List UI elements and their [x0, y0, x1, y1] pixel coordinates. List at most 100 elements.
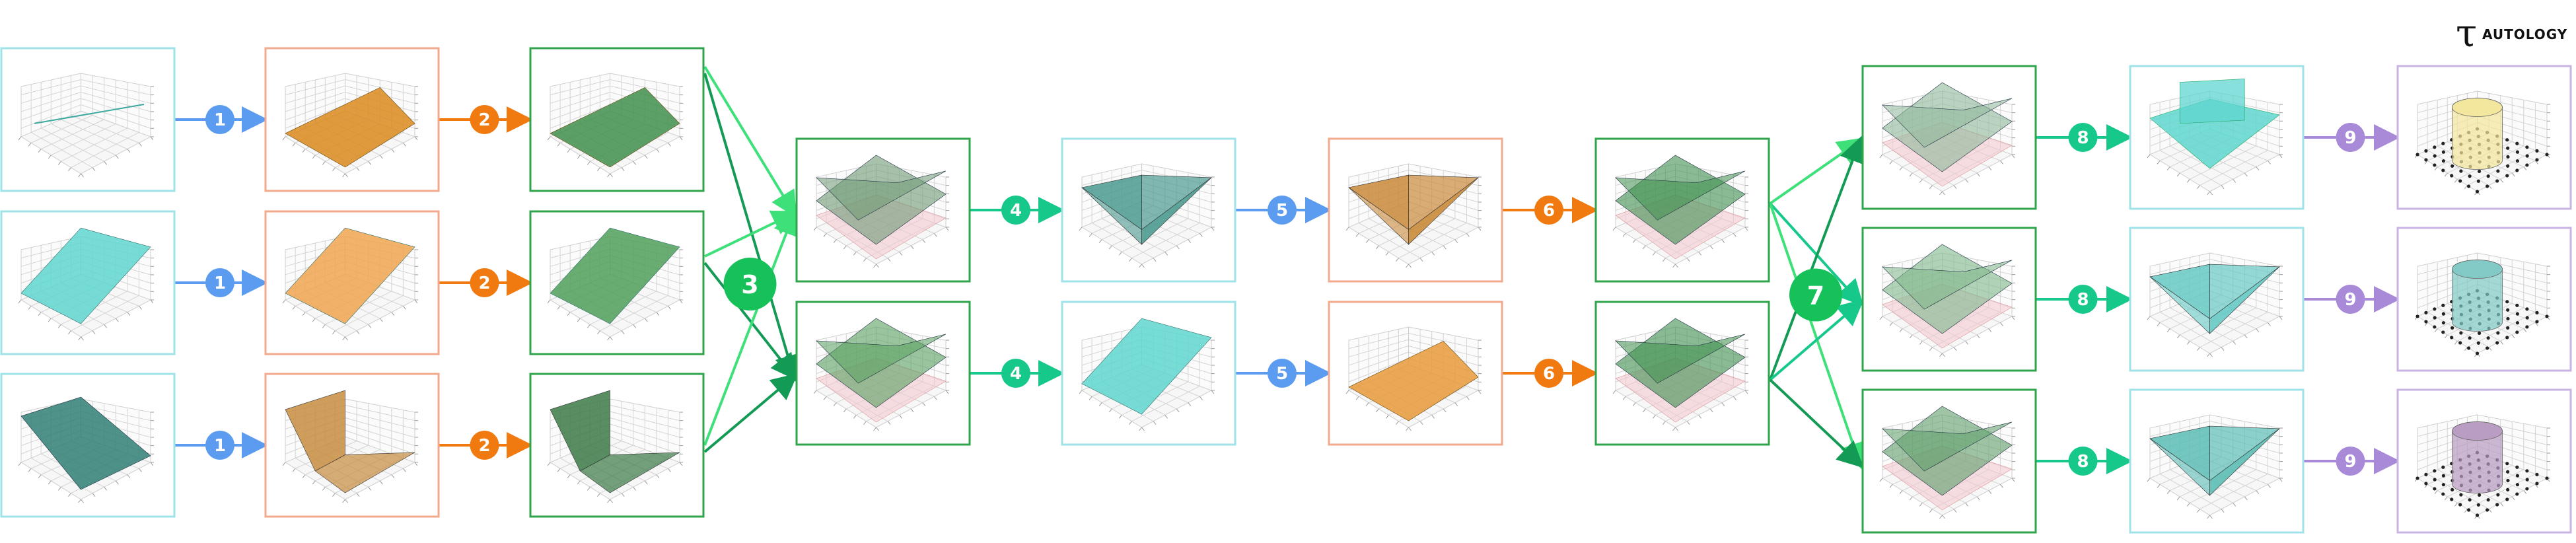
axis-tick	[345, 336, 348, 341]
grid-line	[1131, 222, 1200, 259]
axis-tick	[78, 173, 81, 178]
axis-tick	[1355, 233, 1359, 237]
surface-dome-top	[2179, 79, 2245, 124]
connector-arrow	[1769, 379, 1864, 468]
surface-facet	[2149, 438, 2210, 496]
axis-tick	[403, 468, 406, 472]
sample-dot	[2506, 308, 2510, 312]
axis-tick	[621, 493, 625, 497]
sample-dot	[2515, 303, 2519, 307]
sample-dot	[2525, 154, 2529, 158]
axis-tick	[1929, 509, 1933, 513]
axis-tick	[1141, 264, 1145, 268]
axis-tick	[150, 462, 154, 466]
axis-tick	[38, 474, 42, 478]
sample-dot	[2441, 141, 2445, 145]
axis-tick	[2209, 191, 2213, 196]
axis-tick	[81, 173, 84, 178]
axis-tick	[1909, 496, 1913, 501]
step-label: 5	[1276, 201, 1288, 221]
panel-c6r2	[1328, 301, 1503, 446]
axis-tick	[2147, 154, 2151, 159]
sample-dot	[2485, 508, 2489, 512]
axis-tick	[1889, 484, 1893, 488]
axis-tick	[607, 499, 610, 503]
sample-dot	[2506, 316, 2510, 321]
axis-tick	[1988, 328, 1992, 332]
axis-tick	[282, 462, 286, 466]
axis-tick	[910, 408, 914, 413]
step-circle	[470, 268, 499, 297]
axis-tick	[342, 173, 345, 178]
step-circle	[2336, 123, 2365, 152]
axis-tick	[1686, 258, 1690, 262]
axis-tick	[2488, 347, 2492, 351]
axis-tick	[414, 462, 418, 466]
axis-tick	[557, 305, 561, 310]
axis-tick	[577, 155, 581, 159]
sample-dot	[2485, 346, 2489, 350]
axis-tick	[2197, 185, 2200, 189]
axis-tick	[292, 305, 296, 310]
step-label: 2	[478, 273, 490, 293]
axis-tick	[368, 161, 372, 165]
step-label: 2	[478, 110, 490, 130]
axis-tick	[1939, 515, 1943, 519]
axis-tick	[1089, 396, 1092, 400]
axis-tick	[577, 318, 581, 322]
sample-dot	[2515, 321, 2520, 325]
axis-tick	[2244, 496, 2248, 501]
axis-tick	[922, 402, 926, 406]
axis-tick	[1129, 421, 1132, 425]
axis-tick	[1466, 233, 1470, 237]
tau-icon: τ	[2456, 11, 2478, 55]
sample-dot	[2506, 478, 2510, 483]
sample-dot	[2450, 497, 2454, 501]
axis-tick	[1965, 340, 1969, 345]
sample-dot	[2415, 476, 2419, 480]
axis-tick	[18, 462, 22, 466]
step-badge-1: 1	[205, 105, 234, 134]
step-label: 6	[1543, 201, 1555, 221]
axis-tick	[668, 305, 671, 310]
sample-dot	[2495, 179, 2499, 183]
sample-dot	[2424, 310, 2428, 314]
sample-dot	[2433, 469, 2437, 473]
axis-tick	[1188, 239, 1192, 243]
sample-dot	[2476, 179, 2480, 183]
sample-dot	[2505, 174, 2509, 178]
connector-layer	[174, 65, 2400, 474]
tautology-logo: τ AUTOLOGY	[2456, 11, 2567, 55]
sample-dot	[2466, 184, 2471, 188]
axis-tick	[2176, 172, 2180, 177]
sample-dot	[2459, 493, 2463, 497]
axis-tick	[2454, 502, 2458, 507]
panel-c3r3	[529, 373, 705, 518]
axis-tick	[38, 149, 42, 153]
axis-tick	[887, 258, 891, 262]
axis-tick	[414, 136, 418, 141]
axis-tick	[1443, 245, 1447, 250]
axis-tick	[2464, 185, 2468, 189]
surface-fold-b	[314, 452, 415, 493]
grid-line	[2200, 311, 2268, 348]
step-badge-4: 4	[1001, 196, 1030, 225]
axis-tick	[1879, 478, 1883, 482]
step-badge-7: 7	[1789, 268, 1842, 322]
axis-tick	[1744, 227, 1748, 231]
sample-dot	[2525, 469, 2529, 473]
axis-tick	[1385, 251, 1389, 256]
grid-line	[1398, 222, 1467, 259]
axis-tick	[1942, 353, 1945, 357]
grid-line	[335, 295, 404, 332]
axis-tick	[863, 258, 867, 262]
axis-tick	[567, 149, 571, 153]
axis-tick	[2000, 484, 2003, 488]
panel-c10r2	[2396, 227, 2572, 372]
axis-tick	[92, 167, 96, 171]
sample-dot	[2525, 163, 2529, 167]
axis-tick	[302, 474, 306, 478]
surface-plane	[550, 227, 680, 324]
grid-line	[71, 295, 139, 332]
axis-tick	[2186, 178, 2190, 183]
